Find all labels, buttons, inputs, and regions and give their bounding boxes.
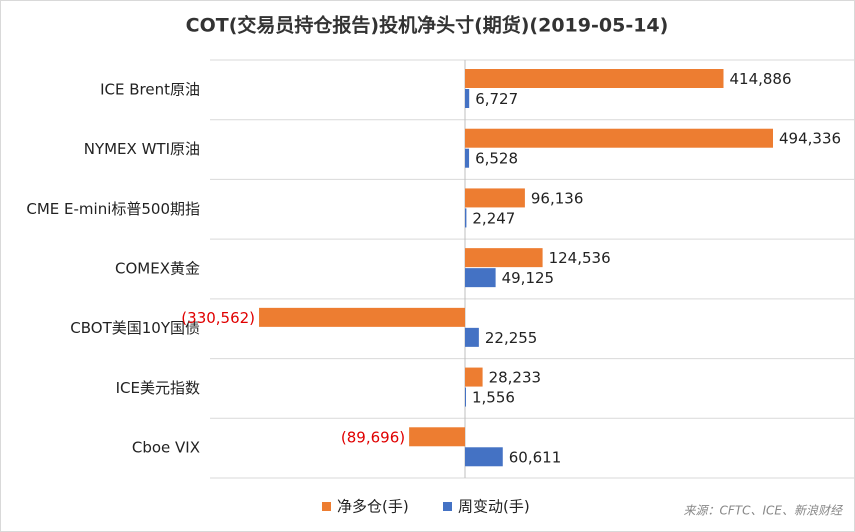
value-label: 124,536 [549,249,611,267]
bar [465,387,466,407]
bar [465,327,479,347]
value-label: 96,136 [531,189,584,207]
category-label: ICE Brent原油 [100,80,200,98]
category-label: CME E-mini标普500期指 [26,200,200,218]
bar [465,447,503,467]
legend-label: 周变动(手) [458,498,530,516]
value-label: 6,528 [475,150,518,168]
bar [465,128,773,148]
value-label: 22,255 [485,329,538,347]
bar [465,208,467,228]
value-label: (330,562) [181,309,255,327]
category-label: Cboe VIX [132,439,200,457]
bar [465,148,470,168]
category-label: COMEX黄金 [115,260,200,278]
source-note: 来源：CFTC、ICE、新浪财经 [684,504,844,518]
value-label: 49,125 [502,269,555,287]
category-label: CBOT美国10Y国债 [70,319,200,337]
legend-swatch [322,502,331,511]
bar [409,427,465,447]
bar [465,268,496,288]
value-label: 28,233 [489,369,542,387]
bar [259,307,465,327]
bar [465,69,724,88]
legend-label: 净多仓(手) [337,498,409,516]
value-label: (89,696) [341,428,405,446]
bar [465,188,525,208]
legend-swatch [443,502,452,511]
value-label: 60,611 [509,448,562,466]
category-label: NYMEX WTI原油 [84,140,200,158]
bar [465,367,483,387]
value-label: 6,727 [475,90,518,108]
value-label: 1,556 [472,389,515,407]
value-label: 414,886 [729,70,791,88]
value-label: 2,247 [472,209,515,227]
chart-title: COT(交易员持仓报告)投机净头寸(期货)(2019-05-14) [186,14,669,37]
category-label: ICE美元指数 [116,379,200,397]
bar [465,89,470,108]
bar [465,248,543,268]
value-label: 494,336 [779,130,841,148]
